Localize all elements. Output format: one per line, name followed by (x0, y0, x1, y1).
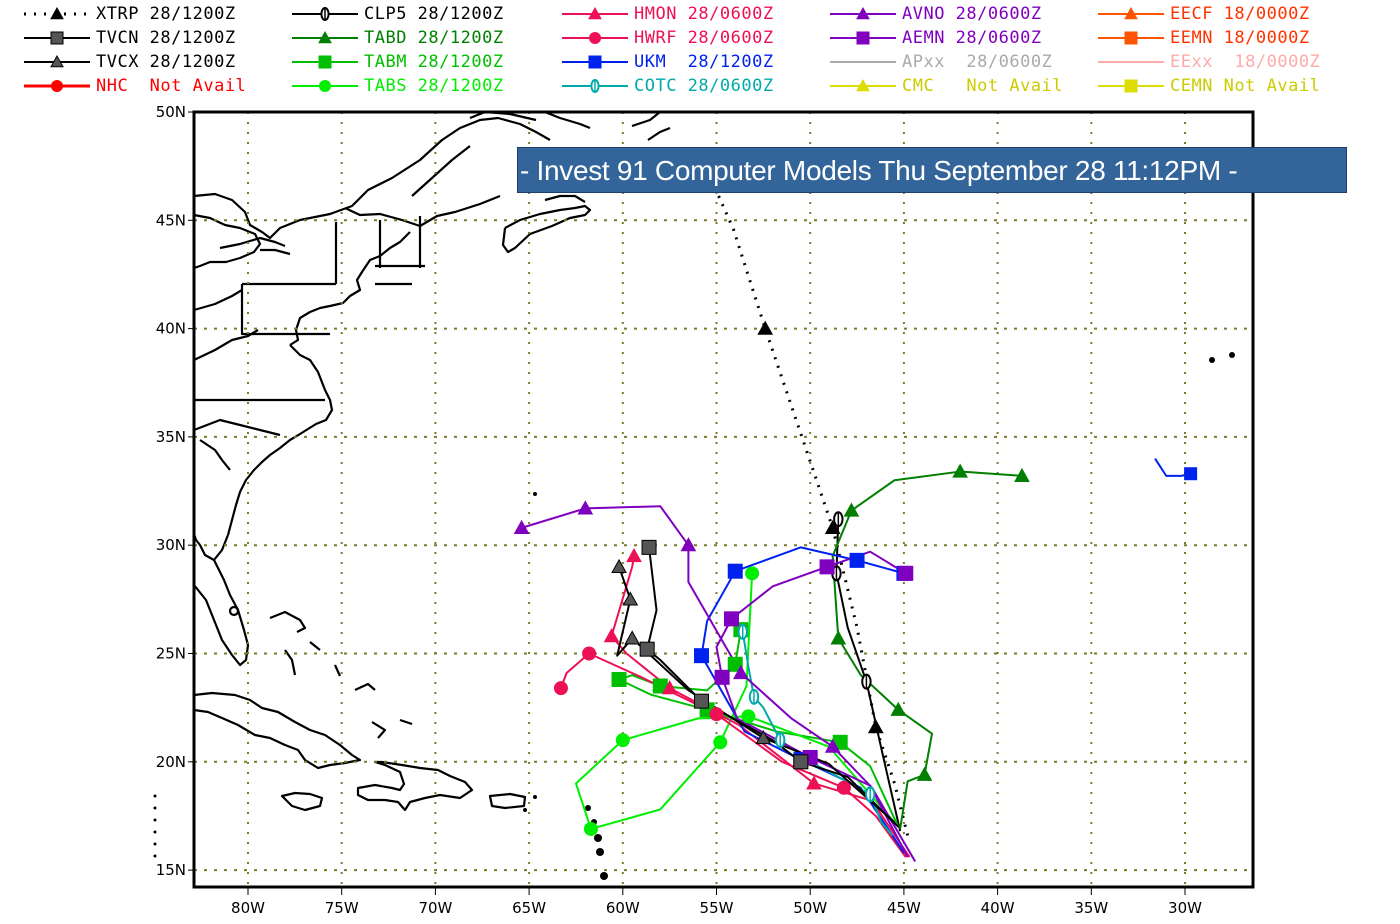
model-legend: XTRP 28/1200Z TVCN 28/1200Z TVCX 28/1200Z N… (0, 0, 1400, 100)
lat-label: 45N (156, 211, 186, 229)
legend-label: HWRF 28/0600Z (634, 28, 774, 48)
square-icon (830, 31, 896, 45)
lon-label: 80W (231, 899, 265, 917)
square-icon (292, 55, 358, 69)
legend-item-ukm: UKM 28/1200Z (560, 51, 774, 73)
legend-item-tabs: TABS 28/1200Z (290, 75, 504, 97)
legend-item-nhc: NHC Not Avail (22, 75, 246, 97)
map-frame (192, 110, 1255, 889)
legend-label: EEMN 18/0000Z (1170, 28, 1310, 48)
legend-item-eexx: EExx 18/0000Z (1096, 51, 1320, 73)
zero-icon (292, 7, 358, 21)
lon-label: 60W (606, 899, 640, 917)
square-icon (562, 55, 628, 69)
square-icon (24, 31, 90, 45)
legend-label: EECF 18/0000Z (1170, 4, 1310, 24)
square-icon (1098, 79, 1164, 93)
legend-item-cmc: CMC Not Avail (828, 75, 1063, 97)
lat-label: 15N (156, 861, 186, 879)
legend-label: AVNO 28/0600Z (902, 4, 1042, 24)
lon-label: 30W (1168, 899, 1202, 917)
lon-label: 40W (981, 899, 1015, 917)
legend-label: APxx 28/0600Z (902, 52, 1053, 72)
legend-label: TABS 28/1200Z (364, 76, 504, 96)
legend-label: EExx 18/0000Z (1170, 52, 1321, 72)
legend-label: CMC Not Avail (902, 76, 1064, 96)
small-islands (153, 352, 1235, 880)
lat-lon-grid (194, 111, 1253, 887)
legend-label: UKM 28/1200Z (634, 52, 774, 72)
legend-item-tvcx: TVCX 28/1200Z (22, 51, 236, 73)
lat-label: 25N (156, 645, 186, 663)
track-xtrp (703, 165, 910, 836)
lon-label: 50W (793, 899, 827, 917)
lat-label: 35N (156, 428, 186, 446)
legend-item-avno: AVNO 28/0600Z (828, 3, 1042, 25)
legend-item-eemn: EEMN 18/0000Z (1096, 27, 1310, 49)
triangle-icon (830, 78, 896, 92)
legend-label: NHC Not Avail (96, 76, 247, 96)
zero-icon (562, 79, 628, 93)
triangle-icon (562, 6, 628, 20)
legend-item-eecf: EECF 18/0000Z (1096, 3, 1310, 25)
lat-label: 40N (156, 320, 186, 338)
legend-item-cotc: COTC 28/0600Z (560, 75, 774, 97)
circle-icon (24, 80, 90, 92)
legend-label: TABD 28/1200Z (364, 28, 504, 48)
legend-item-cemn: CEMN Not Avail (1096, 75, 1320, 97)
lon-label: 35W (1074, 899, 1108, 917)
track-avno (521, 505, 917, 862)
triangle-icon (24, 54, 90, 68)
legend-label: TABM 28/1200Z (364, 52, 504, 72)
coastlines (192, 110, 671, 812)
legend-label: TVCN 28/1200Z (96, 28, 236, 48)
legend-item-tvcn: TVCN 28/1200Z (22, 27, 236, 49)
legend-label: TVCX 28/1200Z (96, 52, 236, 72)
title-banner: - Invest 91 Computer Models Thu Septembe… (517, 147, 1347, 193)
legend-item-hwrf: HWRF 28/0600Z (560, 27, 774, 49)
track-markers (513, 158, 1198, 836)
legend-label: COTC 28/0600Z (634, 76, 774, 96)
lat-label: 30N (156, 536, 186, 554)
line-icon (830, 61, 896, 63)
axis-labels: 50N 45N 40N 35N 30N 25N 20N 15N 80W 75W 70W 65W 60W 5… (156, 103, 1202, 917)
legend-label: AEMN 28/0600Z (902, 28, 1042, 48)
legend-item-tabd: TABD 28/1200Z (290, 27, 504, 49)
legend-label: HMON 28/0600Z (634, 4, 774, 24)
legend-item-hmon: HMON 28/0600Z (560, 3, 774, 25)
lon-label: 45W (887, 899, 921, 917)
circle-icon (292, 80, 358, 92)
lon-label: 65W (512, 899, 546, 917)
square-icon (1098, 31, 1164, 45)
triangle-icon (1098, 6, 1164, 20)
circle-icon (562, 32, 628, 44)
triangle-icon (24, 6, 90, 20)
lat-label: 50N (156, 103, 186, 121)
track-tvcx (616, 566, 896, 824)
track-aemn (715, 550, 909, 858)
triangle-icon (292, 30, 358, 44)
legend-item-aemn: AEMN 28/0600Z (828, 27, 1042, 49)
lon-label: 75W (325, 899, 359, 917)
line-icon (1098, 61, 1164, 63)
legend-item-clp5: CLP5 28/1200Z (290, 3, 504, 25)
lon-label: 55W (700, 899, 734, 917)
lon-label: 70W (418, 899, 452, 917)
legend-item-apxx: APxx 28/0600Z (828, 51, 1052, 73)
legend-label: CLP5 28/1200Z (364, 4, 504, 24)
lat-label: 20N (156, 753, 186, 771)
legend-label: CEMN Not Avail (1170, 76, 1321, 96)
legend-item-xtrp: XTRP 28/1200Z (22, 3, 236, 25)
triangle-icon (830, 6, 896, 20)
track-ukm (700, 546, 905, 854)
legend-label: XTRP 28/1200Z (96, 4, 236, 24)
legend-item-tabm: TABM 28/1200Z (290, 51, 504, 73)
